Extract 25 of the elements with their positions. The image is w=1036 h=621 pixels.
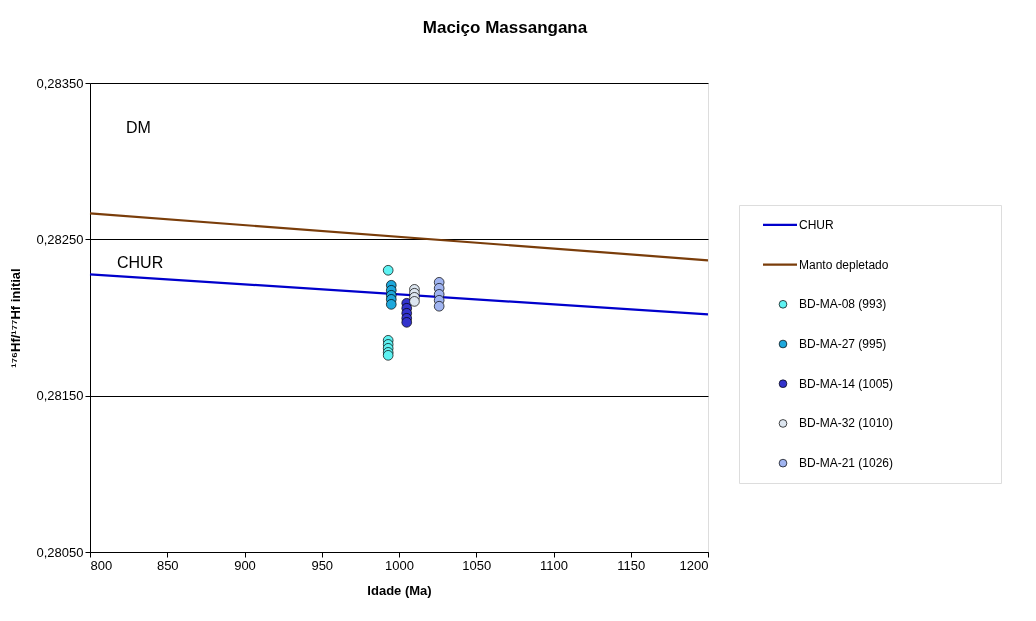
legend-label: BD-MA-08 (993) [799, 297, 887, 312]
annotation: CHUR [117, 254, 164, 271]
legend-label: BD-MA-21 (1026) [799, 456, 894, 471]
legend-label: BD-MA-27 (995) [799, 337, 887, 351]
legend-label: Manto depletado [799, 257, 889, 272]
x-tick-label: 800 [90, 557, 113, 573]
x-tick-label: 1200 [679, 557, 709, 573]
x-tick-label: 950 [311, 557, 334, 573]
x-tick-label: 1150 [617, 557, 646, 573]
y-tick-label: 0,28150 [36, 388, 84, 404]
y-tick-label: 0,28350 [36, 75, 84, 91]
y-tick-label: 0,28250 [36, 231, 84, 247]
chart-title: Maciço Massangana [422, 17, 588, 37]
legend-label: BD-MA-32 (1010) [799, 416, 894, 431]
annotation: DM [126, 119, 151, 136]
x-tick-label: 1000 [385, 557, 414, 573]
x-tick-label: 1050 [462, 557, 492, 573]
legend-label: BD-MA-14 (1005) [799, 376, 894, 391]
x-axis-title: Idade (Ma) [367, 582, 432, 598]
legend-label: CHUR [799, 217, 834, 232]
x-tick-label: 850 [156, 557, 179, 573]
x-tick-label: 1100 [540, 557, 568, 573]
y-tick-label: 0,28050 [36, 544, 84, 560]
y-axis-title: ¹⁷⁶Hf/¹⁷⁷Hf initial [7, 268, 23, 368]
x-tick-label: 900 [234, 557, 256, 573]
